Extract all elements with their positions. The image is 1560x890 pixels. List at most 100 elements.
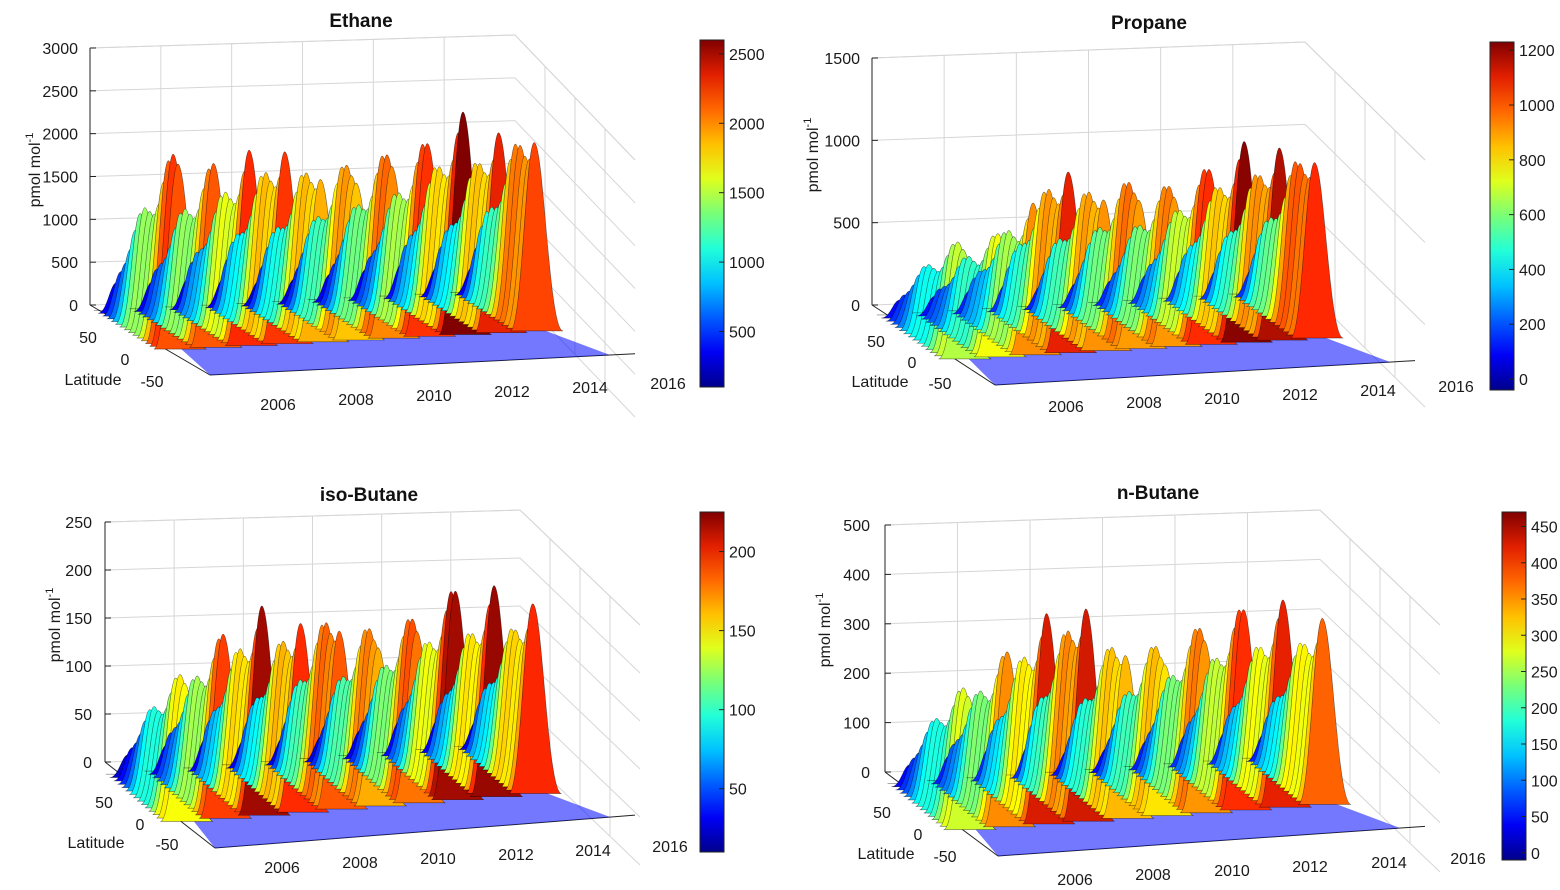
year-tick-label: 2012 xyxy=(1282,387,1318,404)
y-axis-label: Latitude xyxy=(68,835,125,852)
colorbar-tick-label: 800 xyxy=(1519,153,1546,170)
iso-butane-panel: iso-Butane pmol mol-1 Latitude 0 50 100 150… xyxy=(0,445,780,890)
colorbar-tick-label: 2500 xyxy=(729,47,765,64)
z-tick-label: 0 xyxy=(69,298,78,315)
propane-chart: Propane pmol mol-1 Latitude 050010001500… xyxy=(802,13,1555,416)
lat-tick-label: 50 xyxy=(867,334,885,351)
lat-tick-label: 0 xyxy=(121,352,130,369)
year-tick-label: 2012 xyxy=(1292,859,1328,876)
lat-tick-label: -50 xyxy=(933,849,956,866)
colorbar xyxy=(1490,42,1514,390)
colorbar-tick-label: 200 xyxy=(729,545,756,562)
z-tick-label: 50 xyxy=(74,707,92,724)
colorbar-tick-label: 350 xyxy=(1531,592,1558,609)
colorbar-frame xyxy=(1489,41,1515,391)
z-tick-label: 200 xyxy=(65,563,92,580)
colorbar-tick-label: 400 xyxy=(1531,556,1558,573)
z-tick-label: 1500 xyxy=(42,170,78,187)
year-tick-label: 2014 xyxy=(1360,383,1396,400)
chart-title: Propane xyxy=(1111,13,1187,34)
n-butane-chart: n-Butane pmol mol-1 Latitude 0 100 200 300 4… xyxy=(814,483,1558,889)
colorbar-frame xyxy=(1501,511,1527,861)
year-tick-label: 2006 xyxy=(1057,872,1093,889)
propane-panel: Propane pmol mol-1 Latitude 0 500 1000 1500… xyxy=(780,0,1560,445)
colorbar-tick-label: 200 xyxy=(1519,317,1546,334)
lat-tick-label: -50 xyxy=(928,376,951,393)
surface-ridge xyxy=(1297,618,1352,805)
z-tick-label: 0 xyxy=(861,765,870,782)
year-tick-label: 2016 xyxy=(652,839,688,856)
time-axis-line xyxy=(994,360,1416,386)
z-axis-label: pmol mol-1 xyxy=(24,133,44,208)
colorbar-tick-label: 600 xyxy=(1519,208,1546,225)
z-tick-label: 500 xyxy=(833,216,860,233)
z-axis-label-superscript: -1 xyxy=(44,588,56,598)
year-tick-label: 2012 xyxy=(498,847,534,864)
chart-title: n-Butane xyxy=(1117,483,1199,504)
colorbar-tick-label: 1000 xyxy=(1519,98,1555,115)
colorbar-tick-label: 200 xyxy=(1531,701,1558,718)
colorbar-tick-label: 1500 xyxy=(729,186,765,203)
z-tick-label: 500 xyxy=(51,255,78,272)
time-axis-line xyxy=(209,353,636,376)
iso-butane-chart: iso-Butane pmol mol-1 Latitude 0 50 100 150… xyxy=(44,485,756,877)
time-axis-line xyxy=(214,814,636,849)
colorbar-tick-label: 50 xyxy=(1531,810,1549,827)
year-tick-label: 2016 xyxy=(1438,379,1474,396)
year-tick-label: 2014 xyxy=(1371,855,1407,872)
z-tick-label: 100 xyxy=(65,659,92,676)
surface xyxy=(93,111,610,375)
z-tick-label: 1000 xyxy=(42,212,78,229)
year-tick-label: 2012 xyxy=(494,384,530,401)
year-tick-label: 2014 xyxy=(575,843,611,860)
colorbar xyxy=(700,40,724,387)
year-tick-label: 2010 xyxy=(416,388,452,405)
y-axis-label: Latitude xyxy=(65,372,122,389)
colorbar-tick-label: 1200 xyxy=(1519,43,1555,60)
colorbar-tick-label: 2000 xyxy=(729,116,765,133)
z-tick-label: 1000 xyxy=(824,133,860,150)
colorbar-tick-label: 500 xyxy=(729,324,756,341)
n-butane-panel: n-Butane pmol mol-1 Latitude 0 100 200 300 4… xyxy=(780,445,1560,890)
year-tick-label: 2006 xyxy=(260,397,296,414)
z-tick-label: 0 xyxy=(83,755,92,772)
z-axis-label-text: pmol mol xyxy=(805,127,822,192)
z-tick-label: 3000 xyxy=(42,41,78,58)
colorbar-tick-label: 400 xyxy=(1519,262,1546,279)
colorbar-tick-label: 300 xyxy=(1531,628,1558,645)
year-tick-label: 2008 xyxy=(338,392,374,409)
surface-ridge xyxy=(1290,162,1344,339)
time-axis-line xyxy=(997,825,1426,857)
colorbar-tick-label: 150 xyxy=(1531,737,1558,754)
colorbar-tick-label: 250 xyxy=(1531,665,1558,682)
z-axis-label-text: pmol mol xyxy=(27,142,44,207)
year-tick-label: 2016 xyxy=(1450,851,1486,868)
plot-layer: 0 50 100 150 200 250 2006 2008 2010 2012 2014 2016 5… xyxy=(65,509,688,877)
y-axis-label: Latitude xyxy=(852,374,909,391)
year-tick-label: 2010 xyxy=(420,851,456,868)
year-tick-label: 2008 xyxy=(342,855,378,872)
chart-title: Ethane xyxy=(329,11,392,32)
z-axis-label: pmol mol-1 xyxy=(802,118,822,193)
year-tick-label: 2006 xyxy=(264,860,300,877)
colorbar-tick-label: 150 xyxy=(729,624,756,641)
colorbar-tick-label: 0 xyxy=(1531,846,1540,863)
colorbar-tick-label: 100 xyxy=(729,703,756,720)
z-tick-label: 2000 xyxy=(42,127,78,144)
chart-title: iso-Butane xyxy=(320,485,418,506)
ethane-panel: Ethane pmol mol-1 Latitude 0 500 1000 1500 2… xyxy=(0,0,780,445)
surface-ridge xyxy=(508,603,562,794)
z-tick-label: 100 xyxy=(843,716,870,733)
colorbar-frame xyxy=(699,39,725,388)
z-tick-label: 200 xyxy=(843,666,870,683)
surface xyxy=(105,585,610,848)
z-axis-label: pmol mol-1 xyxy=(814,593,834,668)
lat-tick-label: 50 xyxy=(79,330,97,347)
z-tick-label: 250 xyxy=(65,515,92,532)
lat-tick-label: -50 xyxy=(155,837,178,854)
colorbar xyxy=(700,512,724,852)
lat-tick-label: 50 xyxy=(95,795,113,812)
